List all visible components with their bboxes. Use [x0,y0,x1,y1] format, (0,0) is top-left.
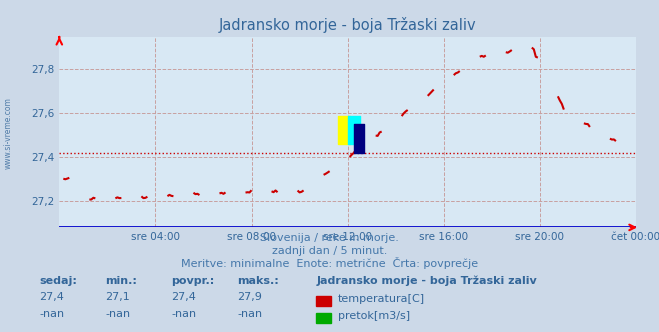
Text: -nan: -nan [105,309,130,319]
Text: Jadransko morje - boja Tržaski zaliv: Jadransko morje - boja Tržaski zaliv [316,275,537,286]
Text: Slovenija / reke in morje.: Slovenija / reke in morje. [260,233,399,243]
Title: Jadransko morje - boja Tržaski zaliv: Jadransko morje - boja Tržaski zaliv [219,17,476,33]
Text: -nan: -nan [237,309,262,319]
Text: zadnji dan / 5 minut.: zadnji dan / 5 minut. [272,246,387,256]
Text: 27,9: 27,9 [237,292,262,302]
Text: temperatura[C]: temperatura[C] [338,294,425,304]
Text: 27,1: 27,1 [105,292,130,302]
Text: pretok[m3/s]: pretok[m3/s] [338,311,410,321]
Text: -nan: -nan [40,309,65,319]
Text: 27,4: 27,4 [40,292,65,302]
Text: -nan: -nan [171,309,196,319]
Text: sedaj:: sedaj: [40,276,77,286]
Text: maks.:: maks.: [237,276,279,286]
Text: 27,4: 27,4 [171,292,196,302]
Text: min.:: min.: [105,276,137,286]
Text: Meritve: minimalne  Enote: metrične  Črta: povprečje: Meritve: minimalne Enote: metrične Črta:… [181,257,478,269]
Text: www.si-vreme.com: www.si-vreme.com [3,97,13,169]
Text: povpr.:: povpr.: [171,276,215,286]
